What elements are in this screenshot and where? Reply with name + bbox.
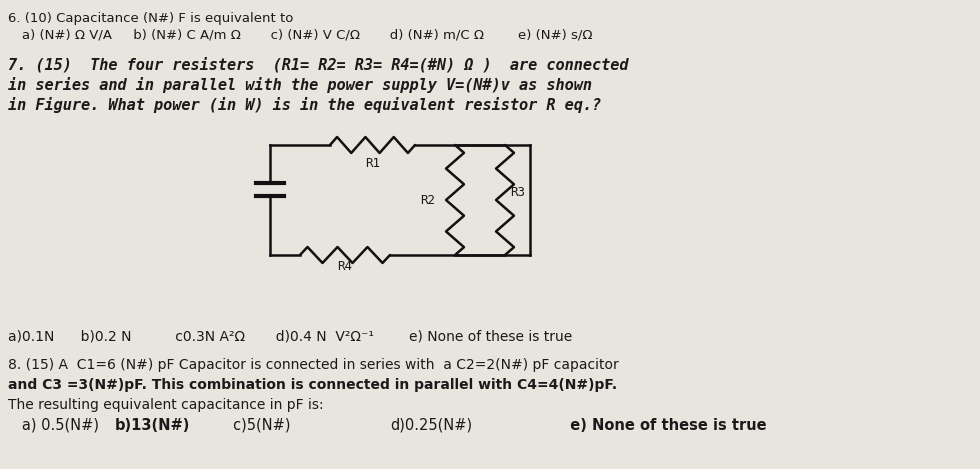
Text: R3: R3 [510,186,525,198]
Text: The resulting equivalent capacitance in pF is:: The resulting equivalent capacitance in … [8,398,323,412]
Text: 6. (10) Capacitance (N#) F is equivalent to: 6. (10) Capacitance (N#) F is equivalent… [8,12,293,25]
Text: c)5(N#): c)5(N#) [210,418,290,433]
Text: e) None of these is true: e) None of these is true [560,418,766,433]
Text: a) (N#) Ω V/A     b) (N#) C A/m Ω       c) (N#) V C/Ω       d) (N#) m/C Ω       : a) (N#) Ω V/A b) (N#) C A/m Ω c) (N#) V … [22,28,593,41]
Text: a)0.1N      b)0.2 N          c0.3N A²Ω       d)0.4 N  V²Ω⁻¹        e) None of th: a)0.1N b)0.2 N c0.3N A²Ω d)0.4 N V²Ω⁻¹ e… [8,330,572,344]
Text: 8. (15) A  C1=6 (N#) pF Capacitor is connected in series with  a C2=2(N#) pF cap: 8. (15) A C1=6 (N#) pF Capacitor is conn… [8,358,618,372]
Text: R2: R2 [420,194,435,206]
Text: d)0.25(N#): d)0.25(N#) [390,418,472,433]
Text: b)13(N#): b)13(N#) [115,418,190,433]
Text: R1: R1 [365,157,380,170]
Text: a) 0.5(N#): a) 0.5(N#) [8,418,108,433]
Text: R4: R4 [337,260,353,273]
Text: in series and in parallel with the power supply V=(N#)v as shown: in series and in parallel with the power… [8,77,592,93]
Text: in Figure. What power (in W) is in the equivalent resistor R eq.?: in Figure. What power (in W) is in the e… [8,97,601,113]
Text: and C3 =3(N#)pF. This combination is connected in parallel with C4=4(N#)pF.: and C3 =3(N#)pF. This combination is con… [8,378,617,392]
Text: 7. (15)  The four resisters  (R1= R2= R3= R4=(#N) Ω )  are connected: 7. (15) The four resisters (R1= R2= R3= … [8,57,628,73]
